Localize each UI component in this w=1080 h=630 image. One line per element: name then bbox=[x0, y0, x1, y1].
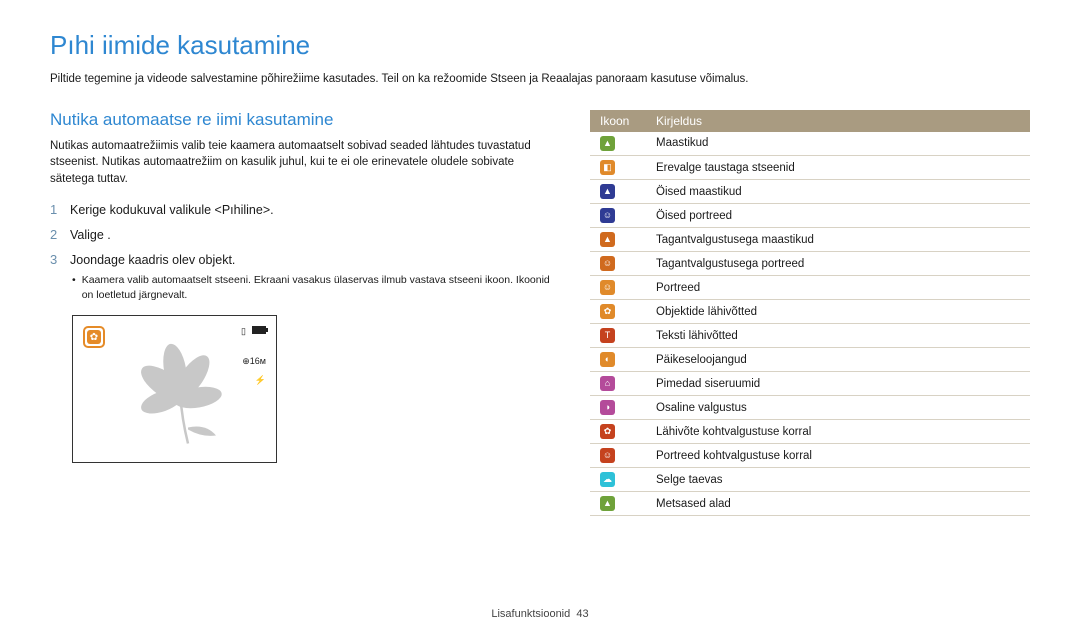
desc-cell: Öised portreed bbox=[646, 204, 1030, 228]
desc-cell: Öised maastikud bbox=[646, 180, 1030, 204]
scene-type-icon: ▲ bbox=[600, 496, 615, 511]
icon-cell: ⌂ bbox=[590, 372, 646, 396]
icon-cell: ◑ bbox=[590, 396, 646, 420]
left-column: Nutika automaatse re iimi kasutamine Nut… bbox=[50, 110, 550, 517]
desc-cell: Erevalge taustaga stseenid bbox=[646, 156, 1030, 180]
intro-text: Piltide tegemine ja videode salvestamine… bbox=[50, 71, 1030, 88]
icon-cell: ☺ bbox=[590, 252, 646, 276]
icon-cell: ▲ bbox=[590, 492, 646, 516]
desc-cell: Osaline valgustus bbox=[646, 396, 1030, 420]
scene-type-icon: ⌂ bbox=[600, 376, 615, 391]
flower-illustration bbox=[110, 339, 240, 452]
desc-cell: Portreed bbox=[646, 276, 1030, 300]
desc-cell: Pimedad siseruumid bbox=[646, 372, 1030, 396]
scene-icon-box: ✿ bbox=[83, 326, 105, 348]
scene-type-icon: ☺ bbox=[600, 256, 615, 271]
scene-type-icon: ▲ bbox=[600, 136, 615, 151]
table-header-icon: Ikoon bbox=[590, 110, 646, 132]
scene-type-icon: T bbox=[600, 328, 615, 343]
page-footer: Lisafunktsioonid 43 bbox=[0, 608, 1080, 620]
scene-type-icon: ☁ bbox=[600, 472, 615, 487]
icon-cell: ☁ bbox=[590, 468, 646, 492]
scene-type-icon: ◑ bbox=[600, 400, 615, 415]
table-row: ▲ Tagantvalgustusega maastikud bbox=[590, 228, 1030, 252]
icon-cell: ▲ bbox=[590, 180, 646, 204]
table-row: ▲ Metsased alad bbox=[590, 492, 1030, 516]
desc-cell: Päikeseloojangud bbox=[646, 348, 1030, 372]
step-number: 1 bbox=[50, 202, 60, 217]
table-header-desc: Kirjeldus bbox=[646, 110, 1030, 132]
table-row: ◑ Osaline valgustus bbox=[590, 396, 1030, 420]
scene-type-icon: ☺ bbox=[600, 280, 615, 295]
step-number: 2 bbox=[50, 227, 60, 242]
scene-type-icon: ▲ bbox=[600, 232, 615, 247]
desc-cell: Selge taevas bbox=[646, 468, 1030, 492]
scene-type-icon: ✿ bbox=[600, 424, 615, 439]
table-row: ◐ Päikeseloojangud bbox=[590, 348, 1030, 372]
desc-cell: Teksti lähivõtted bbox=[646, 324, 1030, 348]
macro-flower-icon: ✿ bbox=[87, 330, 101, 344]
step-row: 3 Joondage kaadris olev objekt. bbox=[50, 252, 550, 267]
right-column: Ikoon Kirjeldus ▲ Maastikud ◧ Erevalge taus… bbox=[590, 110, 1030, 517]
table-row: ◧ Erevalge taustaga stseenid bbox=[590, 156, 1030, 180]
flash-icon: ⚡ bbox=[255, 375, 266, 386]
icon-cell: ◧ bbox=[590, 156, 646, 180]
icon-description-table: Ikoon Kirjeldus ▲ Maastikud ◧ Erevalge taus… bbox=[590, 110, 1030, 517]
icon-cell: ◐ bbox=[590, 348, 646, 372]
page-title: Pıhi iimide kasutamine bbox=[50, 30, 1030, 61]
card-icon: ▯ bbox=[241, 326, 246, 337]
step-text: Joondage kaadris olev objekt. bbox=[70, 252, 550, 267]
desc-cell: Metsased alad bbox=[646, 492, 1030, 516]
table-row: ✿ Objektide lähivõtted bbox=[590, 300, 1030, 324]
bullet-note: • Kaamera valib automaatselt stseeni. Ek… bbox=[72, 273, 550, 303]
bullet-text: Kaamera valib automaatselt stseeni. Ekra… bbox=[82, 273, 550, 303]
icon-cell: T bbox=[590, 324, 646, 348]
table-row: ▲ Öised maastikud bbox=[590, 180, 1030, 204]
table-row: ☺ Portreed kohtvalgustuse korral bbox=[590, 444, 1030, 468]
step-number: 3 bbox=[50, 252, 60, 267]
icon-cell: ▲ bbox=[590, 228, 646, 252]
footer-page-number: 43 bbox=[576, 608, 588, 620]
icon-cell: ▲ bbox=[590, 132, 646, 156]
step-text: Valige . bbox=[70, 227, 550, 242]
desc-cell: Lähivõte kohtvalgustuse korral bbox=[646, 420, 1030, 444]
desc-cell: Maastikud bbox=[646, 132, 1030, 156]
table-row: ☺ Tagantvalgustusega portreed bbox=[590, 252, 1030, 276]
section-paragraph: Nutikas automaatrežiimis valib teie kaam… bbox=[50, 138, 550, 188]
scene-type-icon: ◐ bbox=[600, 352, 615, 367]
icon-cell: ✿ bbox=[590, 420, 646, 444]
desc-cell: Tagantvalgustusega maastikud bbox=[646, 228, 1030, 252]
scene-type-icon: ◧ bbox=[600, 160, 615, 175]
table-row: T Teksti lähivõtted bbox=[590, 324, 1030, 348]
step-row: 1 Kerige kodukuval valikule <Pıhiline>. bbox=[50, 202, 550, 217]
desc-cell: Objektide lähivõtted bbox=[646, 300, 1030, 324]
step-row: 2 Valige . bbox=[50, 227, 550, 242]
step-text: Kerige kodukuval valikule <Pıhiline>. bbox=[70, 202, 550, 217]
scene-type-icon: ▲ bbox=[600, 184, 615, 199]
desc-cell: Portreed kohtvalgustuse korral bbox=[646, 444, 1030, 468]
section-subheading: Nutika automaatse re iimi kasutamine bbox=[50, 110, 550, 130]
table-row: ▲ Maastikud bbox=[590, 132, 1030, 156]
bullet-dot-icon: • bbox=[72, 273, 76, 303]
icon-cell: ☺ bbox=[590, 444, 646, 468]
icon-cell: ✿ bbox=[590, 300, 646, 324]
table-row: ✿ Lähivõte kohtvalgustuse korral bbox=[590, 420, 1030, 444]
table-row: ☁ Selge taevas bbox=[590, 468, 1030, 492]
camera-preview: ✿ ▯ ⊕16м ⚡ bbox=[72, 315, 277, 463]
scene-type-icon: ✿ bbox=[600, 304, 615, 319]
table-row: ⌂ Pimedad siseruumid bbox=[590, 372, 1030, 396]
table-row: ☺ Öised portreed bbox=[590, 204, 1030, 228]
icon-cell: ☺ bbox=[590, 204, 646, 228]
zoom-indicator: ⊕16м bbox=[242, 356, 266, 367]
scene-type-icon: ☺ bbox=[600, 208, 615, 223]
footer-label: Lisafunktsioonid bbox=[491, 608, 570, 620]
battery-icon bbox=[252, 326, 266, 334]
desc-cell: Tagantvalgustusega portreed bbox=[646, 252, 1030, 276]
icon-cell: ☺ bbox=[590, 276, 646, 300]
table-row: ☺ Portreed bbox=[590, 276, 1030, 300]
scene-type-icon: ☺ bbox=[600, 448, 615, 463]
